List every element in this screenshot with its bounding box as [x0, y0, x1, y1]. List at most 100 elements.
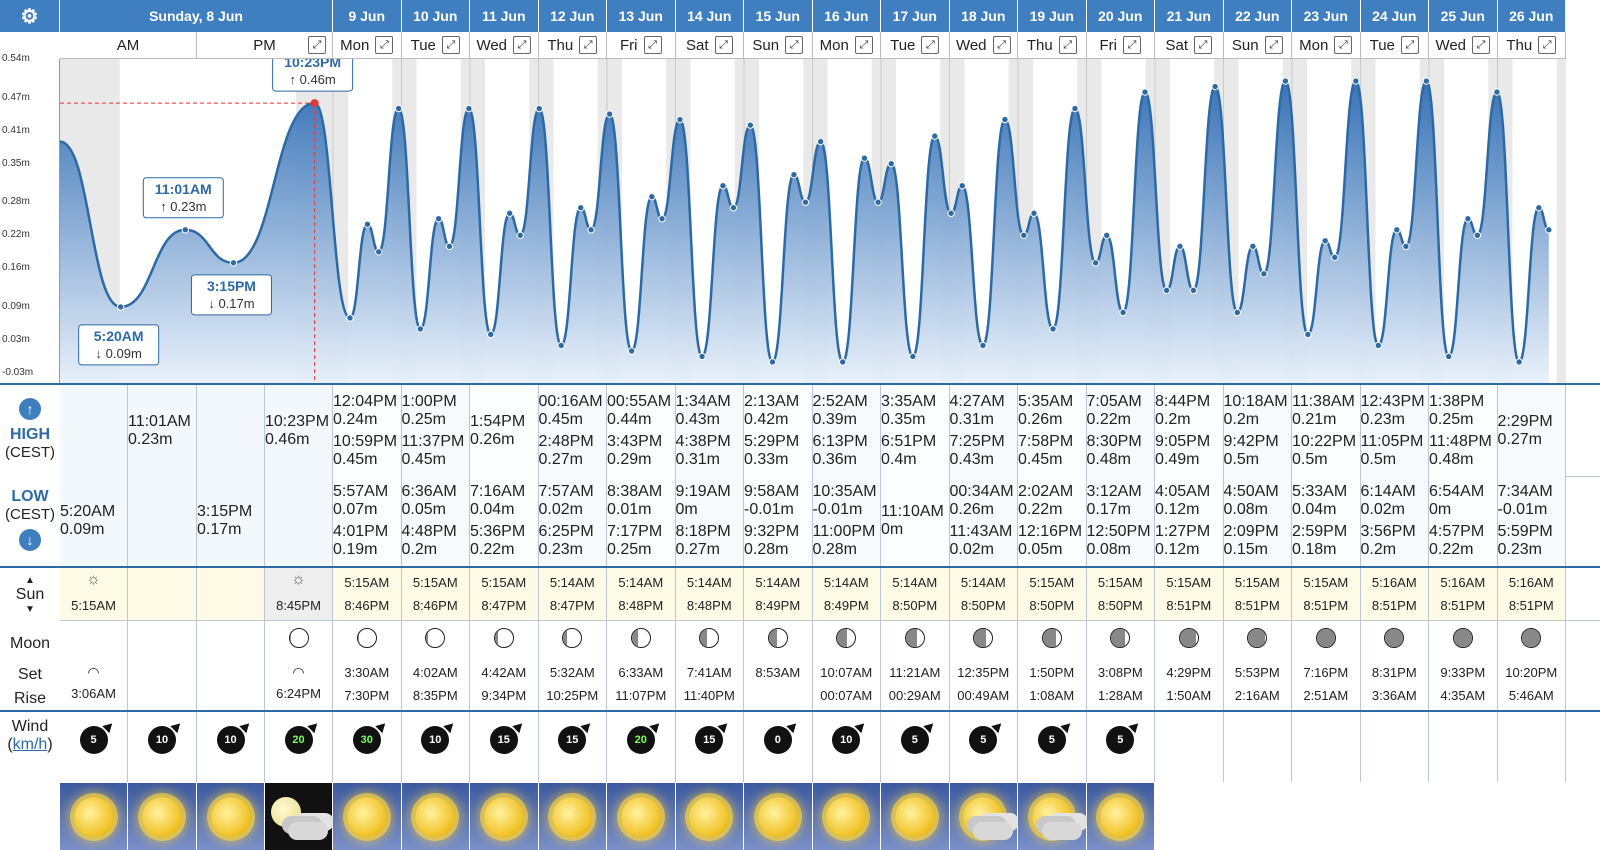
wind-cell: 30 [333, 719, 401, 754]
low-label: LOW (CEST) ↓ [0, 488, 60, 568]
expand-icon[interactable]: ⤢ [714, 36, 733, 54]
expand-icon[interactable]: ⤢ [513, 36, 532, 54]
tide-point [346, 314, 354, 322]
expand-icon[interactable]: ⤢ [375, 36, 394, 54]
tide-time: 3:56PM [1360, 523, 1416, 540]
moon-icon-wrap [1087, 628, 1155, 652]
moon-label: Moon [9, 635, 51, 652]
weather-tile [401, 783, 470, 850]
weekday-label: Wed [1435, 36, 1467, 54]
tide-point [1020, 231, 1028, 239]
tide-point [1393, 226, 1401, 234]
moon-shadow [494, 629, 498, 647]
tide-entry: 6:25PM 0.23m [539, 523, 607, 559]
weekday-label: Sat [1165, 36, 1188, 54]
day-wind: 15 [676, 712, 744, 782]
sun-bg [128, 568, 196, 620]
tide-time: 11:43AM [949, 523, 1013, 540]
expand-icon[interactable]: ⤢ [1123, 36, 1141, 54]
wind-arrow-icon: 15 [489, 719, 526, 754]
expand-icon[interactable]: ⤢ [785, 36, 804, 54]
tide-time: 4:38PM [675, 433, 731, 450]
sunset-time: 8:51PM [1303, 598, 1349, 613]
expand-icon[interactable]: ⤢ [1472, 36, 1491, 54]
tide-time: 00:55AM [607, 393, 672, 410]
expand-icon[interactable]: ⤢ [579, 36, 598, 54]
day-sun-moon: 5:14AM 8:47PM 5:32AM 10:25PM [538, 568, 607, 710]
tide-entry: 00:34AM 0.26m [950, 483, 1018, 519]
tide-entry: 9:19AM 0m [676, 483, 744, 519]
moonset-time: 7:16PM [1303, 665, 1349, 680]
expand-icon[interactable]: ⤢ [1264, 36, 1283, 54]
sun-bg [1223, 568, 1291, 620]
tide-point [1260, 270, 1268, 278]
settings-button[interactable]: ⚙ [0, 0, 60, 32]
tide-point [801, 198, 810, 206]
tide-entry: 8:38AM 0.01m [607, 483, 675, 519]
moonrise-time: 1:28AM [1097, 688, 1143, 703]
moon-shadow [426, 629, 429, 647]
tide-height: 0.26m [470, 431, 515, 448]
tide-time: 11:05PM [1360, 433, 1424, 450]
tide-point [1444, 352, 1453, 361]
moon-shadow [905, 629, 917, 647]
moonset-time: 10:07AM [820, 665, 873, 680]
y-tick-label: 0.28m [2, 196, 30, 208]
tide-entry: 2:52AM 0.39m [813, 393, 881, 429]
day-wind: 5 [1087, 712, 1155, 782]
tide-entry: 1:27PM 0.12m [1155, 523, 1223, 559]
moonrise-time: 5:46AM [1508, 688, 1554, 703]
tide-point [676, 115, 684, 124]
moon-icon-wrap [1361, 628, 1429, 652]
tide-point [1211, 82, 1219, 91]
expand-icon[interactable]: ⤢ [1058, 36, 1077, 54]
expand-icon[interactable]: ⤢ [1334, 36, 1353, 54]
wind-unit-link[interactable]: km/h [12, 736, 48, 753]
tide-point [577, 204, 585, 212]
sun-icon [142, 796, 182, 837]
tide-entry: 11:01AM 0.23m [128, 413, 196, 449]
wind-cell: 5 [881, 719, 949, 754]
tide-height: 0.17m [1086, 501, 1131, 518]
weekday-cell: Mon ⤢ [333, 32, 402, 59]
date-header: 20 Jun [1086, 0, 1155, 32]
sun-icon [483, 796, 524, 837]
expand-icon[interactable]: ⤢ [441, 36, 460, 54]
sun-icon [1100, 796, 1141, 837]
expand-icon[interactable]: ⤢ [308, 36, 326, 54]
tide-height: 0.12m [1155, 501, 1200, 518]
expand-icon[interactable]: ⤢ [854, 36, 873, 54]
y-tick-label: 0.16m [2, 262, 30, 274]
expand-icon[interactable]: ⤢ [992, 36, 1011, 54]
moonset-time: 1:50PM [1029, 665, 1075, 680]
tide-entry: 7:34AM -0.01m [1498, 483, 1566, 519]
tide-time: 1:54PM [470, 413, 526, 430]
tide-time: 7:05AM [1086, 393, 1142, 410]
date-header: 19 Jun [1018, 0, 1087, 32]
day-wind [1429, 712, 1498, 782]
tide-entry: 11:00PM 0.28m [813, 523, 881, 559]
moonset-time: 5:53PM [1234, 665, 1280, 680]
tide-time: 11:10AM [881, 503, 944, 520]
moonrise-time: 6:24PM [276, 686, 321, 701]
tide-point [1515, 358, 1523, 366]
expand-icon[interactable]: ⤢ [1538, 36, 1557, 54]
moon-shadow [837, 629, 848, 647]
expand-icon[interactable]: ⤢ [921, 36, 940, 54]
sun-bg [197, 568, 264, 620]
tide-height: 0.4m [881, 451, 917, 468]
today-header: Sunday, 8 Jun [60, 0, 333, 32]
expand-icon[interactable]: ⤢ [1194, 36, 1212, 54]
callout-height: ↑ 0.23m [160, 199, 206, 214]
tide-entry: 8:18PM 0.27m [676, 523, 744, 559]
tide-time: 3:12AM [1086, 483, 1142, 500]
expand-icon[interactable]: ⤢ [1400, 36, 1419, 54]
tide-point [958, 182, 966, 190]
expand-icon[interactable]: ⤢ [643, 36, 662, 54]
day-wind [1498, 712, 1566, 782]
tide-entry: 00:55AM 0.44m [607, 393, 675, 429]
tide-entry: 4:50AM 0.08m [1224, 483, 1292, 519]
wind-cell: 20 [265, 719, 332, 754]
tide-time: 8:44PM [1155, 393, 1211, 410]
sunset-time: 8:50PM [960, 598, 1006, 613]
